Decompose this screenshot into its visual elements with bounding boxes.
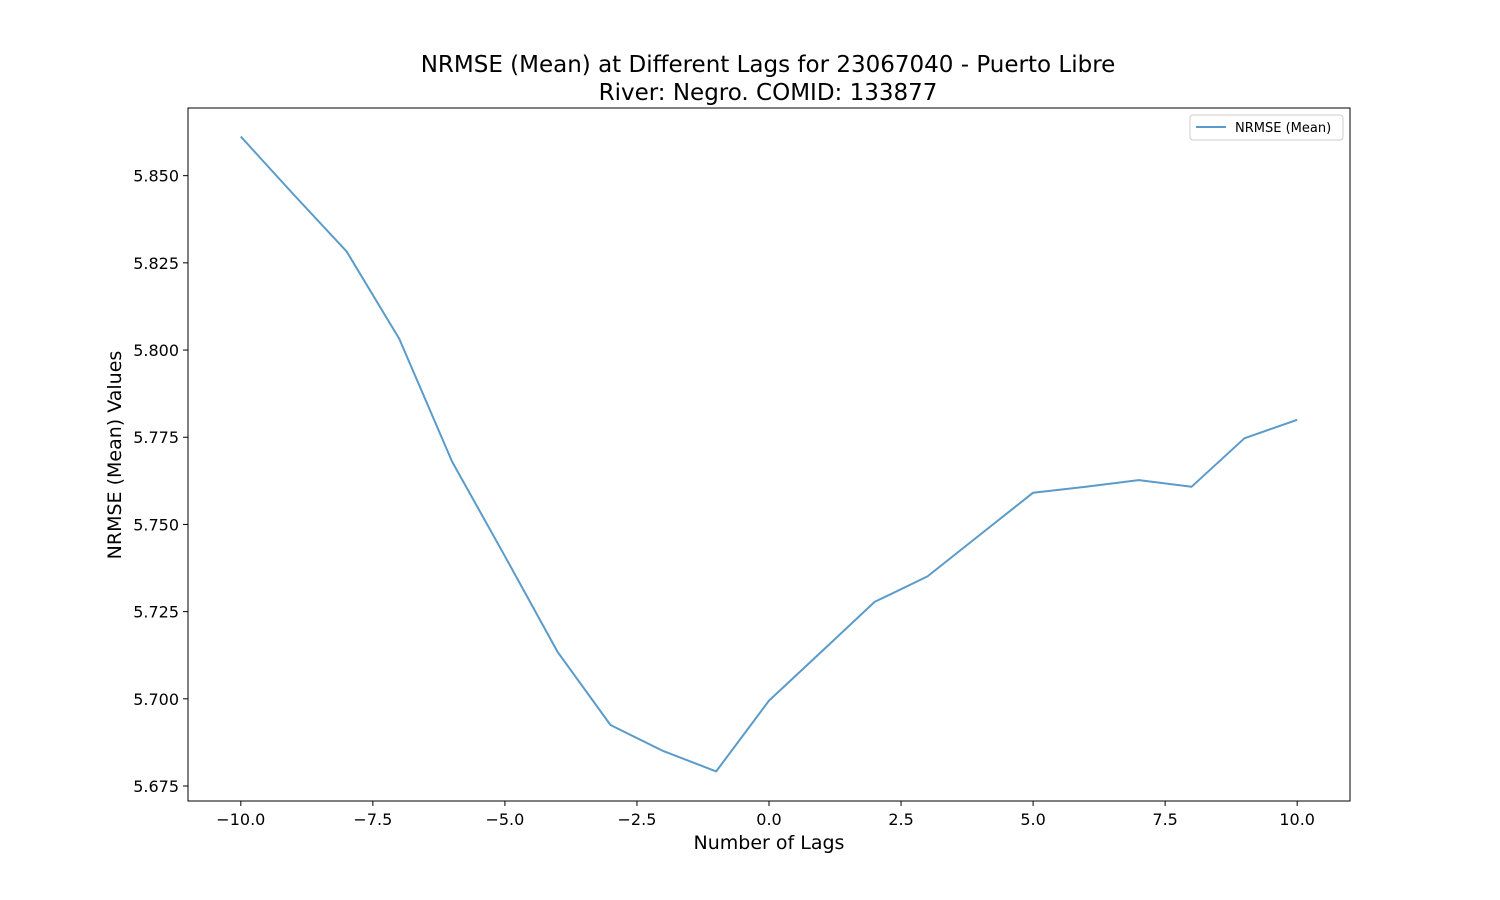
- data-point: [820, 649, 824, 653]
- data-point: [1190, 485, 1194, 489]
- data-point: [873, 600, 877, 604]
- y-tick-label: 5.800: [133, 341, 179, 360]
- plot-area-frame: [187, 107, 1351, 802]
- x-tick-label: 10.0: [1279, 810, 1315, 829]
- data-point: [1295, 418, 1299, 422]
- y-tick-label: 5.675: [133, 777, 179, 796]
- data-point: [661, 749, 665, 753]
- data-point: [1137, 478, 1141, 482]
- x-tick-label: 7.5: [1152, 810, 1177, 829]
- data-point: [609, 723, 613, 727]
- x-axis-ticks: −10.0 −7.5 −5.0 −2.5 0.0 2.5 5.0 7.5 10.0: [216, 801, 1315, 829]
- data-point: [1084, 485, 1088, 489]
- data-point: [1031, 491, 1035, 495]
- legend-label-nrmse-mean: NRMSE (Mean): [1235, 121, 1331, 136]
- data-point: [397, 337, 401, 341]
- series-line-nrmse-mean: [240, 135, 1298, 773]
- data-point: [450, 460, 454, 464]
- x-tick-label: 2.5: [888, 810, 913, 829]
- legend: NRMSE (Mean): [1189, 114, 1344, 141]
- x-tick-label: −2.5: [618, 810, 657, 829]
- chart-title: NRMSE (Mean) at Different Lags for 23067…: [421, 52, 1116, 78]
- y-axis-ticks: 5.675 5.700 5.725 5.750 5.775 5.800 5.825 5.850: [133, 167, 188, 796]
- data-point: [345, 249, 349, 253]
- x-tick-label: −5.0: [485, 810, 524, 829]
- data-point: [1242, 436, 1246, 440]
- data-point: [556, 650, 560, 654]
- data-point: [239, 135, 243, 139]
- data-point: [292, 193, 296, 197]
- data-point: [503, 554, 507, 558]
- legend-box: [1189, 114, 1344, 141]
- data-point: [926, 574, 930, 578]
- data-point: [714, 769, 718, 773]
- y-tick-label: 5.750: [133, 515, 179, 534]
- y-tick-label: 5.775: [133, 428, 179, 447]
- y-tick-label: 5.725: [133, 603, 179, 622]
- x-axis-label: Number of Lags: [694, 832, 845, 854]
- series-layer: [239, 135, 1299, 773]
- y-tick-label: 5.825: [133, 254, 179, 273]
- data-point: [978, 533, 982, 537]
- chart-subtitle: River: Negro. COMID: 133877: [599, 80, 938, 106]
- y-tick-label: 5.700: [133, 690, 179, 709]
- x-tick-label: 5.0: [1020, 810, 1045, 829]
- x-tick-label: 0.0: [756, 810, 781, 829]
- x-tick-label: −7.5: [353, 810, 392, 829]
- data-point: [767, 699, 771, 703]
- x-tick-label: −10.0: [216, 810, 265, 829]
- y-tick-label: 5.850: [133, 167, 179, 186]
- y-axis-label: NRMSE (Mean) Values: [104, 351, 126, 560]
